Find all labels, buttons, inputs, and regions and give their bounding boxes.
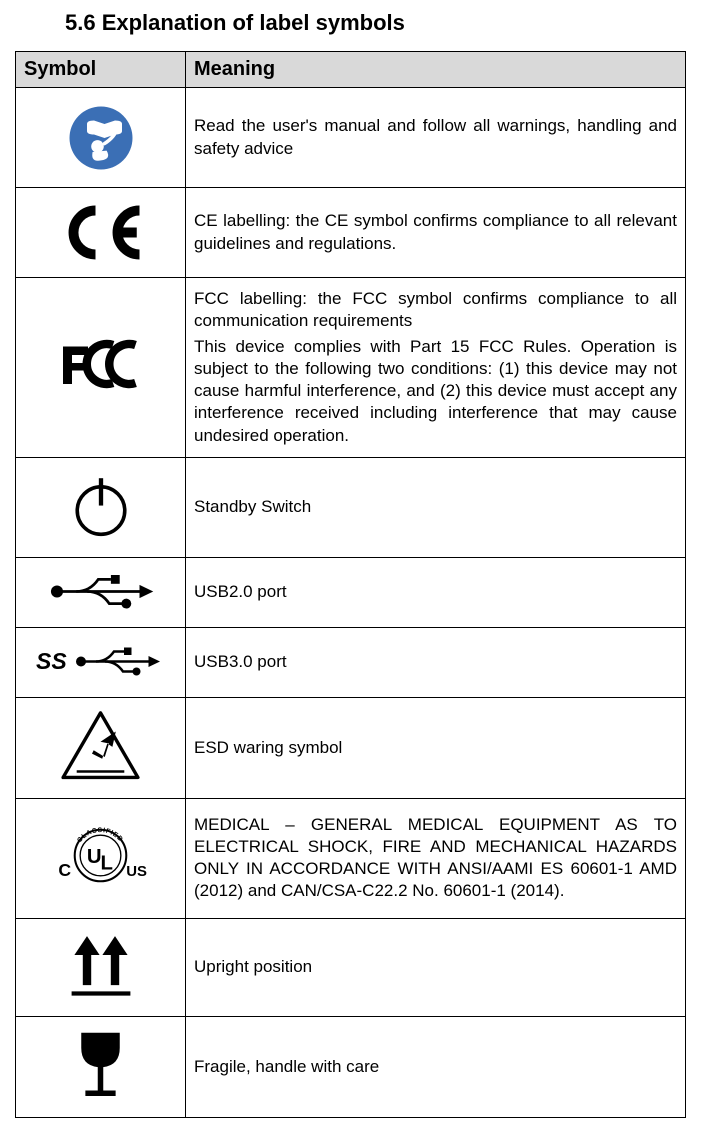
meaning-cell: MEDICAL – GENERAL MEDICAL EQUIPMENT AS T… bbox=[186, 798, 686, 918]
symbol-cell: U L CLASSIFIED C US bbox=[16, 798, 186, 918]
meaning-text: Standby Switch bbox=[194, 496, 677, 518]
meaning-text: ESD waring symbol bbox=[194, 737, 677, 759]
symbol-cell bbox=[16, 557, 186, 627]
fcc-mark-icon bbox=[20, 334, 181, 394]
table-row: ESD waring symbol bbox=[16, 697, 686, 798]
header-meaning: Meaning bbox=[186, 52, 686, 88]
meaning-text-extra: This device complies with Part 15 FCC Ru… bbox=[194, 336, 677, 446]
fragile-icon bbox=[20, 1023, 181, 1107]
table-row: SS USB3.0 port bbox=[16, 627, 686, 697]
usb2-port-icon bbox=[20, 565, 181, 618]
meaning-text: USB3.0 port bbox=[194, 651, 677, 673]
svg-text:L: L bbox=[101, 852, 113, 874]
svg-text:US: US bbox=[126, 863, 147, 880]
meaning-cell: Upright position bbox=[186, 918, 686, 1016]
meaning-cell: ESD waring symbol bbox=[186, 697, 686, 798]
header-symbol: Symbol bbox=[16, 52, 186, 88]
esd-warning-icon bbox=[20, 704, 181, 788]
table-header-row: Symbol Meaning bbox=[16, 52, 686, 88]
table-row: CE labelling: the CE symbol confirms com… bbox=[16, 188, 686, 278]
svg-text:SS: SS bbox=[36, 648, 67, 674]
symbol-cell bbox=[16, 88, 186, 188]
meaning-cell: Fragile, handle with care bbox=[186, 1016, 686, 1117]
meaning-cell: USB3.0 port bbox=[186, 627, 686, 697]
meaning-text: CE labelling: the CE symbol confirms com… bbox=[194, 210, 677, 254]
svg-text:C: C bbox=[58, 860, 71, 880]
ce-mark-icon bbox=[20, 196, 181, 269]
table-row: FCC labelling: the FCC symbol confirms c… bbox=[16, 278, 686, 458]
meaning-cell: USB2.0 port bbox=[186, 557, 686, 627]
symbol-cell bbox=[16, 188, 186, 278]
meaning-text: FCC labelling: the FCC symbol confirms c… bbox=[194, 288, 677, 332]
ul-classified-icon: U L CLASSIFIED C US bbox=[20, 813, 181, 898]
label-symbols-table: Symbol Meaning Read the user's bbox=[15, 51, 686, 1118]
meaning-cell: CE labelling: the CE symbol confirms com… bbox=[186, 188, 686, 278]
meaning-text: Read the user's manual and follow all wa… bbox=[194, 115, 677, 159]
meaning-cell: Read the user's manual and follow all wa… bbox=[186, 88, 686, 188]
table-row: Upright position bbox=[16, 918, 686, 1016]
usb3-port-icon: SS bbox=[20, 635, 181, 688]
svg-text:U: U bbox=[87, 846, 102, 868]
meaning-cell: FCC labelling: the FCC symbol confirms c… bbox=[186, 278, 686, 458]
symbol-cell bbox=[16, 278, 186, 458]
table-row: U L CLASSIFIED C US MEDICAL – GENERAL ME… bbox=[16, 798, 686, 918]
upright-position-icon bbox=[20, 925, 181, 1006]
symbol-cell bbox=[16, 918, 186, 1016]
meaning-text: Fragile, handle with care bbox=[194, 1056, 677, 1078]
table-row: Fragile, handle with care bbox=[16, 1016, 686, 1117]
table-row: Read the user's manual and follow all wa… bbox=[16, 88, 686, 188]
symbol-cell bbox=[16, 457, 186, 557]
meaning-text: Upright position bbox=[194, 956, 677, 978]
read-manual-icon bbox=[20, 96, 181, 179]
table-row: USB2.0 port bbox=[16, 557, 686, 627]
meaning-text: USB2.0 port bbox=[194, 581, 677, 603]
symbol-cell bbox=[16, 697, 186, 798]
standby-switch-icon bbox=[20, 465, 181, 548]
meaning-cell: Standby Switch bbox=[186, 457, 686, 557]
symbol-cell: SS bbox=[16, 627, 186, 697]
table-row: Standby Switch bbox=[16, 457, 686, 557]
section-title: 5.6 Explanation of label symbols bbox=[65, 10, 686, 36]
meaning-text: MEDICAL – GENERAL MEDICAL EQUIPMENT AS T… bbox=[194, 814, 677, 902]
symbol-cell bbox=[16, 1016, 186, 1117]
